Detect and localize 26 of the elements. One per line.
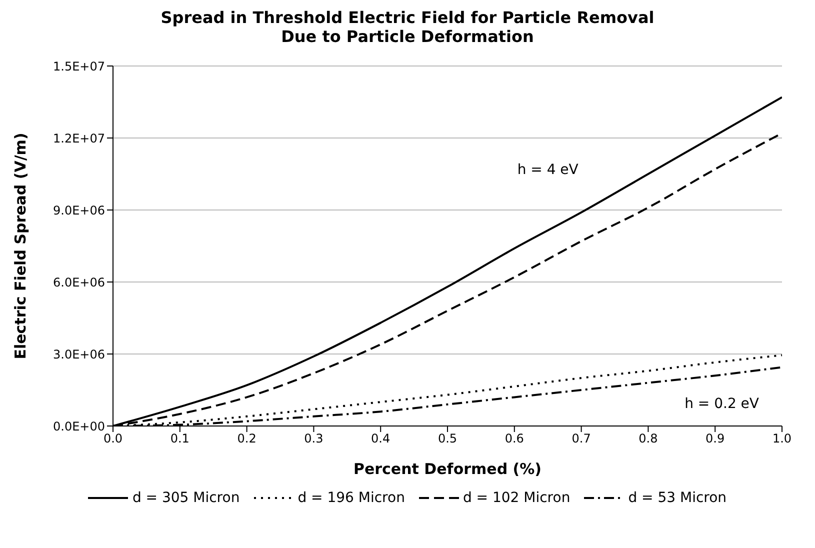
x-tick-label: 0.7 — [572, 432, 591, 446]
y-tick-label: 1.2E+07 — [53, 131, 105, 146]
y-tick-label: 6.0E+06 — [53, 275, 105, 290]
x-tick-label: 0.1 — [170, 432, 190, 446]
x-tick-label: 0.5 — [438, 432, 458, 446]
y-tick-label: 0.0E+00 — [53, 419, 105, 434]
y-axis-title: Electric Field Spread (V/m) — [11, 132, 30, 360]
x-tick-label: 0.4 — [371, 432, 390, 446]
chart-title: Spread in Threshold Electric Field for Particle Removal Due to Particle Deformation — [160, 8, 656, 46]
annotation: h = 0.2 eV — [684, 396, 760, 412]
x-tick-label: 1.0 — [772, 432, 792, 446]
x-tick-label: 0.8 — [638, 432, 658, 446]
legend-label: d = 196 Micron — [298, 490, 405, 506]
legend-label: d = 53 Micron — [628, 490, 727, 506]
x-tick-label: 0.6 — [504, 432, 524, 446]
annotation: h = 4 eV — [517, 162, 579, 178]
x-axis-title: Percent Deformed (%) — [353, 460, 542, 478]
x-tick-label: 0.3 — [304, 432, 324, 446]
legend-label: d = 305 Micron — [132, 490, 240, 506]
legend-label: d = 102 Micron — [462, 490, 570, 506]
x-tick-label: 0.9 — [706, 432, 725, 446]
y-tick-label: 9.0E+06 — [53, 203, 105, 218]
y-tick-label: 3.0E+06 — [53, 347, 105, 362]
x-tick-label: 0.2 — [237, 432, 256, 446]
y-tick-label: 1.5E+07 — [53, 59, 105, 74]
x-tick-label: 0.0 — [103, 432, 123, 446]
